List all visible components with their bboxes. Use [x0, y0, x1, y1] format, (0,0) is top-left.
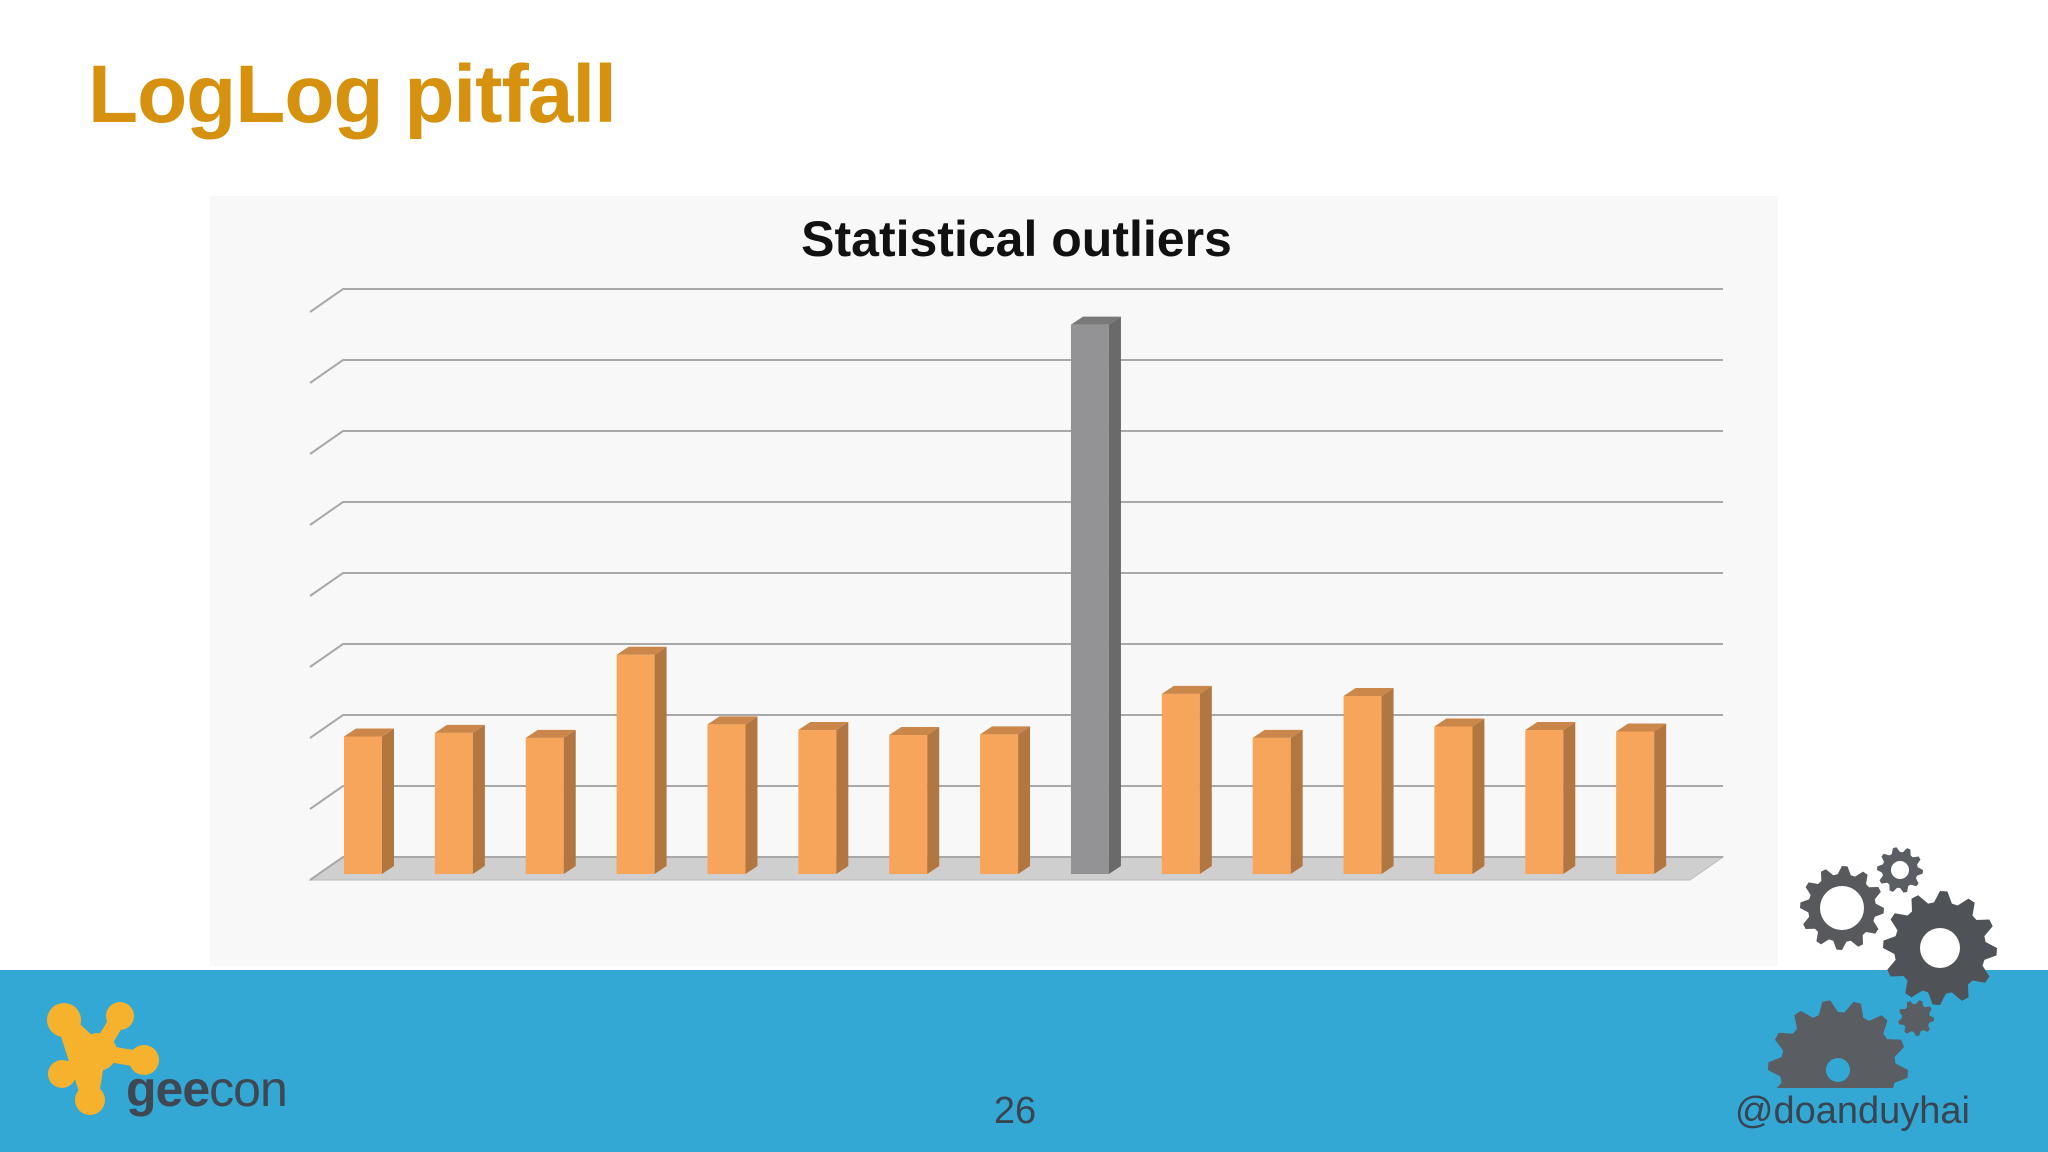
bar [616, 654, 655, 874]
bar-top [344, 728, 394, 737]
bar [889, 735, 928, 874]
bar [1252, 737, 1291, 874]
bar [1525, 730, 1564, 874]
bar-side [927, 727, 940, 874]
bar-top [980, 726, 1031, 735]
author-handle: @doanduyhai [1734, 1090, 1970, 1132]
bar-side [472, 724, 485, 874]
bar-top [889, 727, 940, 736]
bar-side [1381, 687, 1394, 874]
bar [1343, 695, 1382, 874]
bar [1070, 324, 1109, 874]
footer-band [0, 970, 2048, 1152]
bar-top [1525, 722, 1576, 731]
bar-top [1343, 687, 1394, 696]
bar-top [434, 724, 485, 733]
bar-side [1563, 722, 1576, 874]
bar [344, 736, 382, 874]
bar [434, 732, 473, 874]
bar-side [563, 729, 576, 874]
bar-side [654, 646, 667, 874]
bar-top [1070, 316, 1121, 325]
bar-top [707, 716, 758, 725]
bar-top [525, 729, 576, 738]
bar-top [1616, 723, 1667, 732]
logo-text-bold: gee [126, 1061, 210, 1117]
bar-side [382, 728, 394, 874]
bar-top [1161, 685, 1212, 694]
logo-text-light: con [209, 1061, 288, 1117]
bar [1161, 693, 1200, 874]
bar-side [1654, 723, 1667, 874]
gridline [309, 288, 1723, 313]
gridline [309, 714, 1723, 739]
bar-side [1018, 726, 1031, 874]
bar-top [616, 646, 667, 655]
bar [1434, 726, 1473, 874]
gridline [309, 430, 1723, 455]
gears-icon [1768, 847, 1997, 1088]
bar-top [798, 722, 849, 731]
page-number: 26 [993, 1090, 1037, 1132]
slide-title: LogLog pitfall [88, 49, 617, 140]
bar [525, 737, 564, 874]
geecon-logo-text: geecon [126, 1060, 288, 1118]
bar [1616, 731, 1655, 874]
gridline [309, 501, 1723, 526]
geecon-logo-icon [47, 1002, 159, 1115]
bar [980, 734, 1019, 874]
bar-top [1434, 718, 1485, 727]
bar [707, 724, 746, 874]
bar-top [1252, 729, 1303, 738]
gridline [309, 643, 1723, 668]
gridline [309, 359, 1723, 384]
bar-side [1108, 316, 1121, 874]
chart-title: Statistical outliers [801, 211, 1232, 267]
bar-side [1472, 718, 1485, 874]
bar-side [1290, 729, 1303, 874]
bar-side [1199, 685, 1212, 874]
bar-side [745, 716, 758, 874]
gridline [309, 572, 1723, 597]
bar [798, 730, 837, 874]
bar-side [836, 722, 849, 874]
